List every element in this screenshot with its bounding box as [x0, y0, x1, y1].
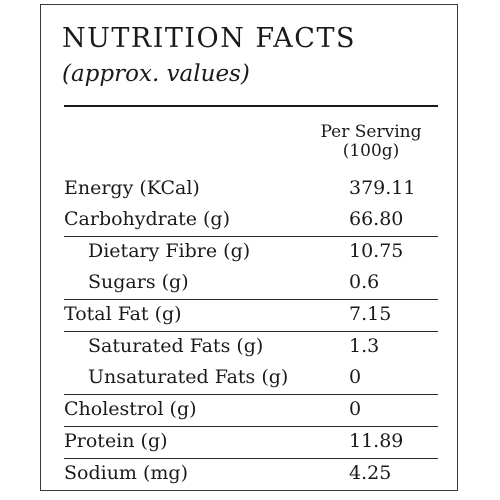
row-label: Total Fat (g)	[64, 303, 182, 325]
table-row-protein: Protein (g) 11.89	[64, 427, 438, 459]
row-label: Unsaturated Fats (g)	[88, 366, 289, 388]
column-header: Per Serving (100g)	[306, 123, 436, 161]
row-value: 7.15	[349, 303, 392, 325]
row-value: 379.11	[349, 177, 416, 199]
table-row-saturated-fats: Saturated Fats (g) 1.3	[64, 332, 438, 363]
row-label: Saturated Fats (g)	[88, 335, 264, 357]
row-value: 4.25	[349, 462, 392, 484]
table-row-energy: Energy (KCal) 379.11	[64, 174, 438, 205]
table-row-cholestrol: Cholestrol (g) 0	[64, 395, 438, 427]
nutrition-table: Energy (KCal) 379.11 Carbohydrate (g) 66…	[64, 174, 438, 490]
column-header-line2: (100g)	[342, 141, 400, 161]
page-title: NUTRITION FACTS	[62, 23, 356, 54]
table-row-sodium: Sodium (mg) 4.25	[64, 459, 438, 490]
row-value: 0	[349, 398, 362, 420]
row-value: 66.80	[349, 208, 404, 230]
row-label: Energy (KCal)	[64, 177, 200, 199]
row-value: 10.75	[349, 240, 404, 262]
row-value: 11.89	[349, 430, 404, 452]
row-value: 0	[349, 366, 362, 388]
row-value: 1.3	[349, 335, 380, 357]
row-label: Carbohydrate (g)	[64, 208, 230, 230]
row-label: Dietary Fibre (g)	[88, 240, 251, 262]
column-header-line1: Per Serving	[320, 122, 422, 142]
row-label: Sugars (g)	[88, 271, 189, 293]
row-label: Protein (g)	[64, 430, 168, 452]
row-label: Sodium (mg)	[64, 462, 188, 484]
header-divider	[64, 105, 438, 107]
table-row-unsaturated-fats: Unsaturated Fats (g) 0	[64, 363, 438, 395]
table-row-dietary-fibre: Dietary Fibre (g) 10.75	[64, 237, 438, 268]
row-label: Cholestrol (g)	[64, 398, 197, 420]
table-row-carbohydrate: Carbohydrate (g) 66.80	[64, 205, 438, 237]
page-subtitle: (approx. values)	[62, 61, 250, 87]
nutrition-facts-panel: NUTRITION FACTS (approx. values) Per Ser…	[40, 4, 458, 491]
row-value: 0.6	[349, 271, 380, 293]
table-row-sugars: Sugars (g) 0.6	[64, 268, 438, 300]
table-row-total-fat: Total Fat (g) 7.15	[64, 300, 438, 332]
